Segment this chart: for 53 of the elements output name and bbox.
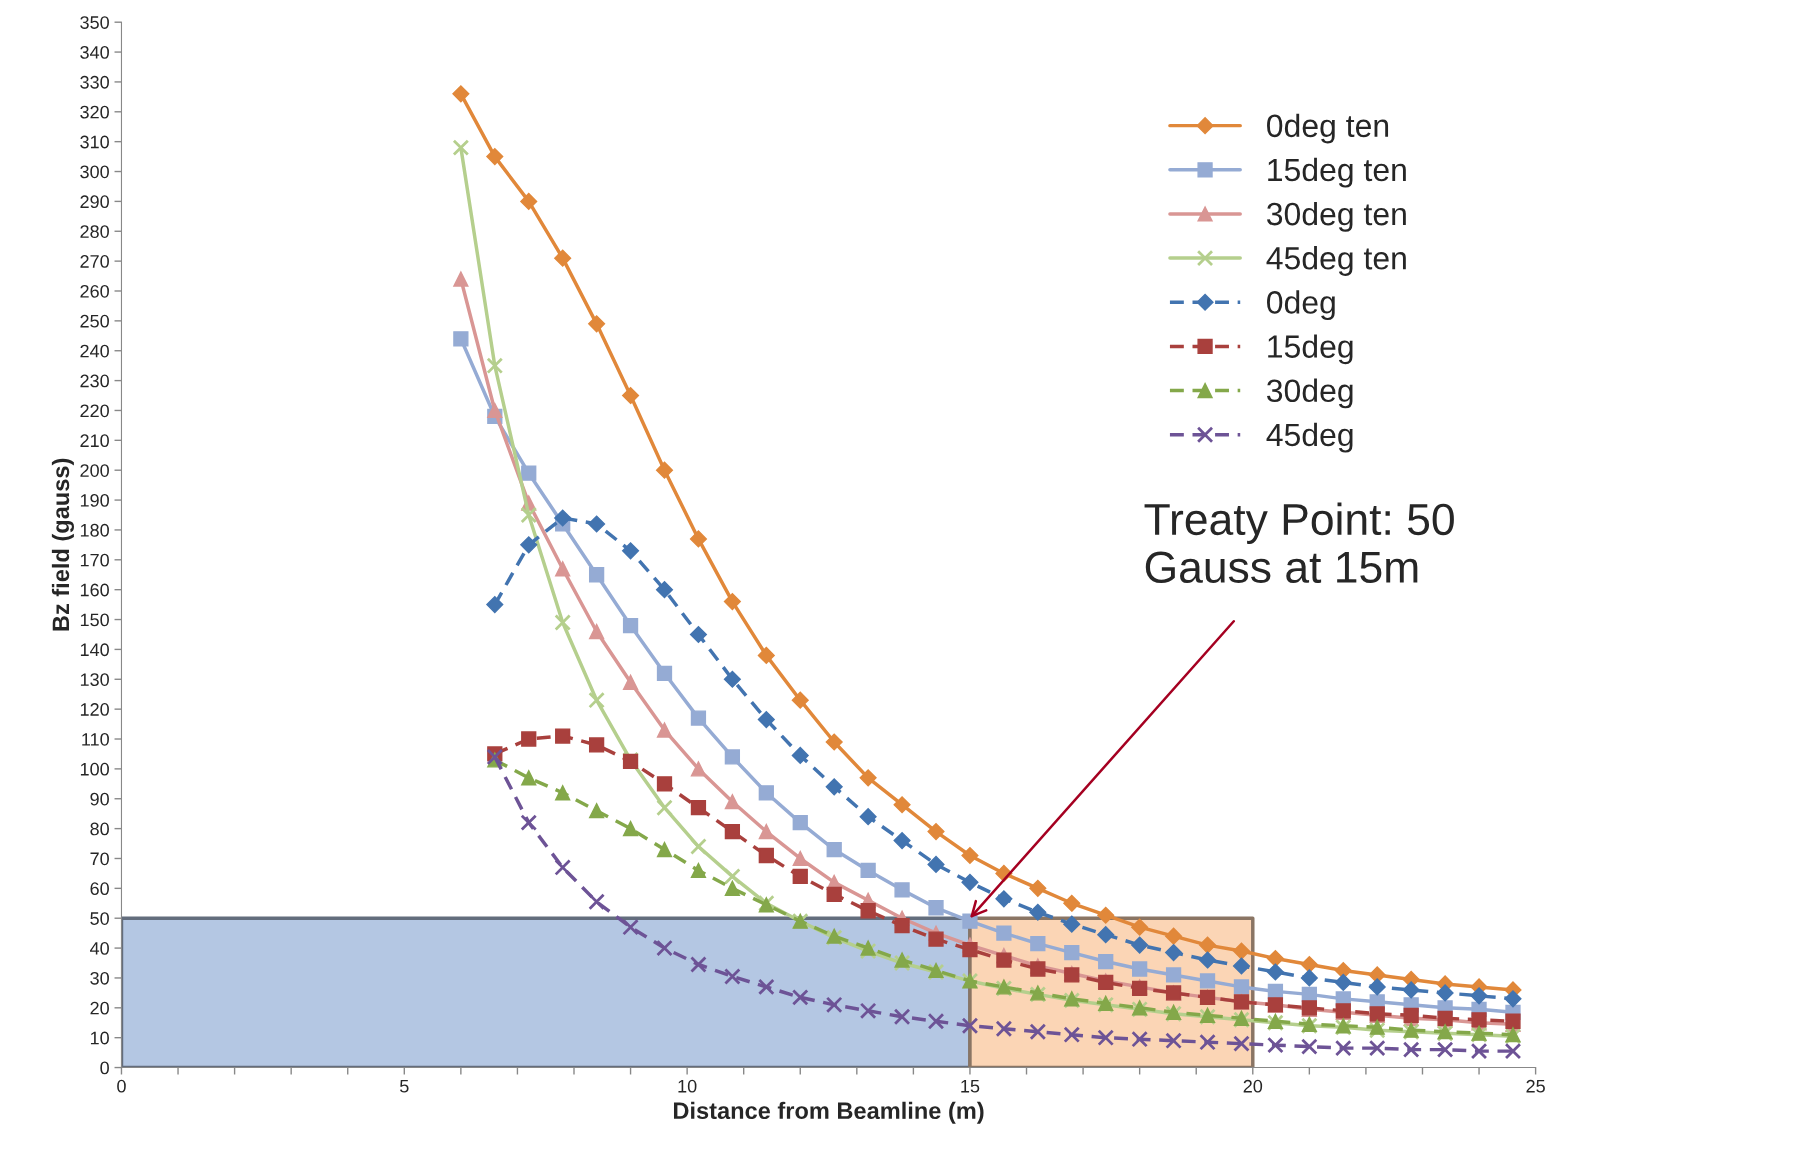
y-tick-label: 310 <box>80 135 109 149</box>
y-tick-label: 230 <box>80 374 109 388</box>
x-axis-title: Distance from Beamline (m) <box>673 1101 984 1124</box>
y-tick-label: 250 <box>80 314 109 328</box>
y-tick-label: 110 <box>82 732 109 746</box>
y-tick-label: 30 <box>90 971 109 985</box>
x-tick-label: 20 <box>1243 1079 1263 1093</box>
y-tick-label: 60 <box>90 882 109 896</box>
y-tick-label: 190 <box>80 494 109 507</box>
legend-label: 15deg ten <box>1268 157 1406 188</box>
y-tick-label: 170 <box>80 553 109 567</box>
legend-label: 0deg ten <box>1267 113 1389 144</box>
y-tick-label: 280 <box>80 225 109 238</box>
y-tick-label: 210 <box>80 434 109 448</box>
y-tick-label: 50 <box>90 912 109 925</box>
y-tick-label: 240 <box>80 344 109 358</box>
y-tick-label: 80 <box>90 822 109 836</box>
y-tick-label: 40 <box>90 942 109 955</box>
x-tick-label: 15 <box>961 1080 980 1093</box>
y-tick-label: 340 <box>80 45 109 59</box>
y-tick-label: 160 <box>80 583 109 597</box>
y-tick-label: 70 <box>90 852 109 866</box>
legend-label: 0deg <box>1267 290 1335 321</box>
y-tick-label: 100 <box>80 762 109 776</box>
y-tick-label: 120 <box>80 703 109 716</box>
y-axis-title: Bz field (gauss) <box>51 458 74 631</box>
y-tick-label: 220 <box>80 404 109 418</box>
y-tick-label: 270 <box>80 255 109 268</box>
y-tick-label: 350 <box>80 16 109 29</box>
y-tick-label: 180 <box>80 523 109 537</box>
legend-label: 30deg <box>1266 378 1353 409</box>
x-tick-label: 0 <box>117 1079 126 1093</box>
y-tick-label: 290 <box>80 195 109 209</box>
y-tick-label: 10 <box>90 1031 109 1045</box>
y-tick-label: 0 <box>100 1061 109 1075</box>
y-tick-label: 300 <box>80 165 109 179</box>
y-tick-label: 140 <box>80 643 109 657</box>
x-tick-label: 5 <box>400 1080 409 1093</box>
y-tick-label: 330 <box>80 75 109 89</box>
y-tick-label: 200 <box>80 464 109 477</box>
y-tick-label: 320 <box>80 105 109 119</box>
y-tick-label: 20 <box>90 1001 109 1015</box>
legend-label: 15deg <box>1268 334 1353 365</box>
x-tick-label: 25 <box>1526 1079 1545 1093</box>
y-tick-label: 150 <box>80 613 109 627</box>
y-tick-label: 90 <box>90 792 109 806</box>
y-tick-label: 260 <box>80 284 109 298</box>
annotation: Treaty Point: 50 Gauss at 15m <box>1144 502 1454 584</box>
legend-label: 45deg ten <box>1266 246 1406 276</box>
y-tick-label: 130 <box>80 673 109 686</box>
x-tick-label: 10 <box>678 1079 697 1093</box>
legend-label: 45deg <box>1266 422 1353 453</box>
legend-label: 30deg ten <box>1266 201 1406 232</box>
